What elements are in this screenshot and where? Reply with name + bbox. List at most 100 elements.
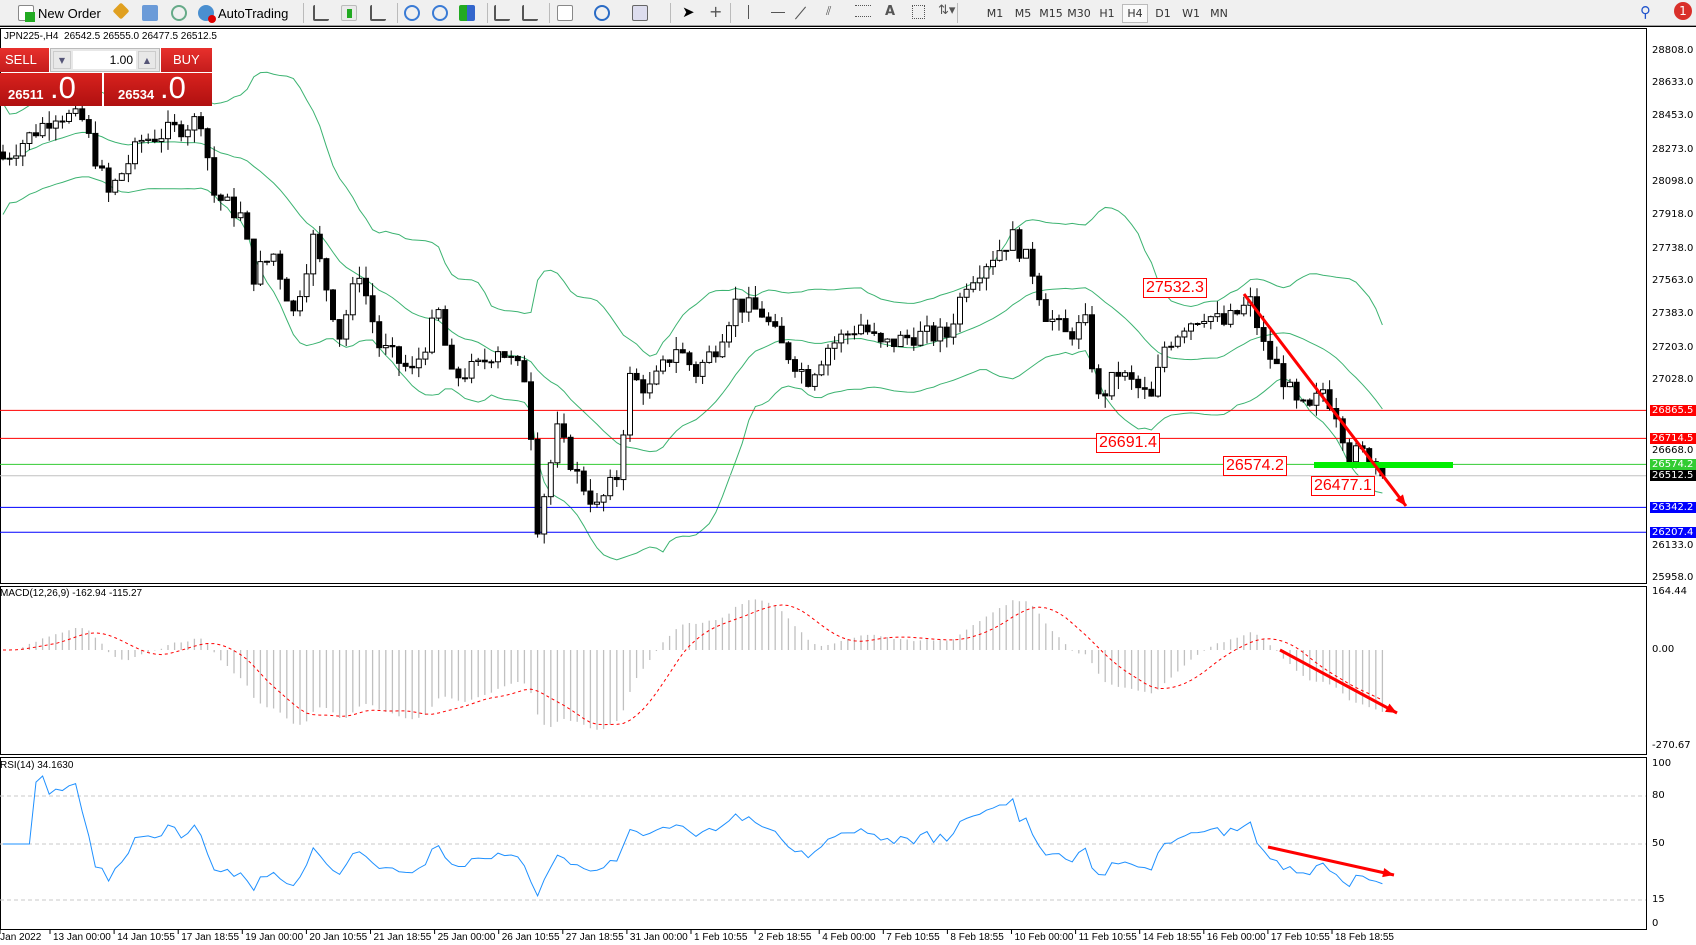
bollinger-upper-band	[2, 71, 1383, 357]
lot-increase-button[interactable]: ▲	[138, 51, 156, 69]
candle-body	[389, 345, 396, 348]
candle-body	[653, 370, 660, 385]
text-tool-icon[interactable]: A	[885, 4, 896, 19]
vertical-line-icon[interactable]	[748, 5, 749, 19]
sell-button[interactable]: SELL	[0, 48, 49, 72]
candle-body	[442, 309, 449, 346]
candle-body	[1029, 248, 1036, 277]
line-chart-icon[interactable]	[370, 5, 386, 21]
candle-body	[937, 326, 944, 342]
new-order-button[interactable]: New Order	[18, 3, 101, 23]
timeframe-m15[interactable]: M15	[1039, 7, 1063, 20]
price-annotation[interactable]: 26691.4	[1096, 433, 1160, 453]
price-level-tag[interactable]: 26207.4	[1650, 527, 1696, 538]
crosshair-icon[interactable]: +	[709, 2, 723, 21]
time-axis-label: 10 Feb 00:00	[1014, 932, 1074, 943]
buy-label: BUY	[173, 52, 200, 67]
candle-body	[686, 352, 693, 366]
bollinger-lower-band	[2, 176, 1383, 561]
trend-arrow-head	[1395, 494, 1406, 506]
tile-windows-icon[interactable]	[459, 5, 475, 21]
indicators-icon[interactable]	[557, 5, 573, 21]
timeframe-m30[interactable]: M30	[1067, 7, 1091, 20]
data-window-icon[interactable]	[142, 5, 158, 21]
candle-body	[217, 194, 224, 201]
price-level-tag[interactable]: 26714.5	[1650, 433, 1696, 444]
price-level-tag[interactable]: 26512.5	[1650, 470, 1696, 481]
price-level-tag[interactable]: 26342.2	[1650, 502, 1696, 513]
candle-body	[950, 323, 957, 338]
candle-body	[165, 121, 171, 140]
candle-body	[112, 179, 119, 193]
candle-body	[231, 196, 237, 219]
buy-button[interactable]: BUY	[161, 48, 212, 72]
candle-body	[1095, 368, 1102, 395]
time-axis-label: 21 Jan 18:55	[373, 932, 432, 943]
search-icon[interactable]: ⚲	[1640, 3, 1651, 21]
candle-body	[1016, 229, 1023, 259]
candle-body	[811, 374, 818, 387]
candle-body	[1194, 322, 1201, 325]
equidistant-channel-icon[interactable]: ⫽	[826, 4, 832, 18]
chart-shift-icon[interactable]	[522, 5, 538, 21]
autotrading-button[interactable]: AutoTrading	[198, 3, 288, 23]
periods-clock-icon[interactable]	[594, 5, 610, 21]
candle-body	[851, 333, 858, 336]
bar-chart-icon[interactable]	[313, 5, 329, 21]
candle-body	[105, 167, 112, 193]
timeframe-mn[interactable]: MN	[1210, 7, 1228, 20]
timeframe-w1[interactable]: W1	[1182, 7, 1200, 20]
candle-body	[178, 124, 185, 138]
price-level-tag[interactable]: 26574.2	[1650, 459, 1696, 470]
timeframe-m5[interactable]: M5	[1014, 7, 1032, 20]
buy-price-button[interactable]: 26534 .0	[104, 70, 212, 106]
lot-stepper[interactable]: ▼ 1.00 ▲	[50, 48, 160, 72]
price-level-tag[interactable]: 26865.5	[1650, 405, 1696, 416]
zoom-out-icon[interactable]	[432, 5, 448, 21]
candle-body	[772, 321, 779, 327]
price-axis-label: 27028.0	[1652, 374, 1694, 385]
candle-body	[138, 139, 145, 143]
candle-body	[864, 324, 871, 333]
candle-body	[1260, 327, 1267, 342]
zoom-in-icon[interactable]	[404, 5, 420, 21]
candle-body	[712, 351, 719, 358]
lot-input[interactable]: 1.00	[73, 51, 136, 69]
notification-badge[interactable]: 1	[1674, 2, 1692, 20]
price-annotation[interactable]: 26477.1	[1311, 476, 1375, 496]
timeframe-d1[interactable]: D1	[1155, 7, 1171, 20]
price-annotation[interactable]: 27532.3	[1143, 278, 1207, 298]
timeframe-h1[interactable]: H1	[1099, 7, 1115, 20]
bollinger-middle-band	[2, 131, 1383, 453]
rsi-axis-label: 80	[1652, 790, 1665, 801]
candle-body	[1207, 316, 1214, 322]
candlestick-chart-icon[interactable]	[341, 5, 357, 21]
signals-icon[interactable]	[171, 5, 187, 21]
timeframe-m1[interactable]: M1	[986, 7, 1004, 20]
candle-body	[118, 173, 125, 181]
text-label-icon[interactable]	[912, 5, 925, 19]
candle-body	[1075, 322, 1082, 340]
candle-body	[244, 212, 251, 240]
lot-decrease-button[interactable]: ▼	[53, 51, 71, 69]
time-axis-label: 14 Jan 10:55	[117, 932, 175, 943]
timeframe-h4[interactable]: H4	[1122, 4, 1148, 23]
candle-body	[1293, 381, 1300, 401]
candle-body	[1188, 323, 1194, 332]
fibonacci-icon[interactable]	[855, 5, 871, 17]
templates-icon[interactable]	[632, 5, 648, 21]
candle-body	[481, 359, 488, 363]
candle-body	[33, 132, 39, 137]
arrows-dropdown-icon[interactable]: ⇅▾	[938, 3, 956, 18]
cursor-icon[interactable]: ➤	[682, 3, 695, 21]
sell-price-button[interactable]: 26511 .0	[0, 70, 102, 106]
candle-body	[706, 351, 713, 363]
time-axis-label: 11 Feb 10:55	[1078, 932, 1137, 943]
horizontal-line-icon[interactable]	[771, 12, 785, 13]
price-annotation[interactable]: 26574.2	[1223, 456, 1287, 476]
candle-body	[1267, 340, 1274, 360]
auto-scroll-icon[interactable]	[494, 5, 510, 21]
candle-body	[778, 325, 785, 344]
candle-body	[1036, 275, 1043, 301]
